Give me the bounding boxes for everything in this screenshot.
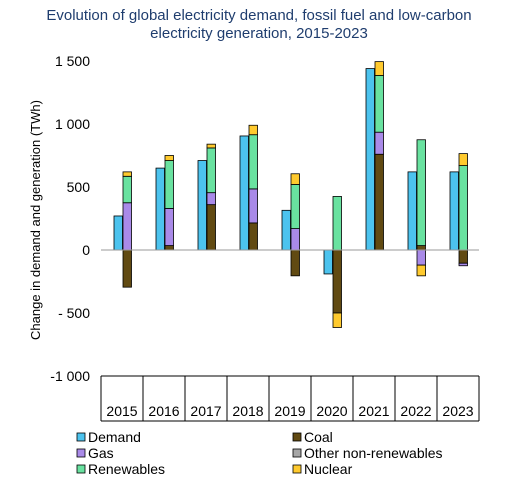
legend-label-renewables: Renewables bbox=[88, 461, 165, 477]
bar-nuclear-2015 bbox=[122, 171, 132, 177]
bar-gas-2022 bbox=[416, 249, 426, 266]
y-tick-label: -1 000 bbox=[50, 368, 90, 384]
bar-nuclear-2018 bbox=[248, 124, 258, 136]
bar-coal-2022 bbox=[416, 245, 426, 251]
legend: Demand Coal Gas Other non-renewables Renewab… bbox=[76, 429, 443, 477]
y-tick-label: 500 bbox=[67, 179, 91, 195]
bar-demand-2018 bbox=[239, 135, 249, 251]
bar-coal-2016 bbox=[164, 245, 174, 251]
year-axis-table: 2015 2016 2017 2018 2019 2020 2021 2022 2023 bbox=[100, 375, 480, 422]
bar-demand-2019 bbox=[281, 209, 291, 251]
x-tick-label-2018: 2018 bbox=[232, 403, 263, 419]
bar-coal-2023 bbox=[458, 249, 468, 264]
bar-nuclear-2023 bbox=[458, 153, 468, 166]
bar-renewables-2016 bbox=[164, 160, 174, 209]
x-tick-label-2020: 2020 bbox=[316, 403, 347, 419]
bar-demand-2023 bbox=[449, 171, 459, 251]
bar-coal-2021 bbox=[374, 153, 384, 251]
bar-coal-2018 bbox=[248, 222, 258, 251]
y-tick-labels: 1 500 1 000 500 0 - 500 -1 000 bbox=[50, 53, 90, 384]
legend-label-other-non-renewables: Other non-renewables bbox=[304, 445, 443, 461]
bar-gas-2021 bbox=[374, 131, 384, 155]
legend-label-demand: Demand bbox=[88, 429, 141, 445]
y-axis-label: Change in demand and generation (TWh) bbox=[28, 100, 43, 340]
y-tick-label: 1 500 bbox=[55, 53, 90, 69]
bar-nuclear-2021 bbox=[374, 61, 384, 76]
bars bbox=[113, 61, 468, 328]
bar-coal-2020 bbox=[332, 249, 342, 314]
bar-renewables-2020 bbox=[332, 196, 342, 251]
bar-renewables-2015 bbox=[122, 175, 132, 204]
bar-gas-2015 bbox=[122, 202, 132, 251]
bar-renewables-2023 bbox=[458, 165, 468, 251]
bar-nuclear-2022 bbox=[416, 264, 426, 277]
bar-renewables-2019 bbox=[290, 184, 300, 229]
bar-demand-2017 bbox=[197, 160, 207, 251]
x-tick-label-2019: 2019 bbox=[274, 403, 305, 419]
legend-swatch-coal bbox=[292, 432, 302, 442]
bar-gas-2023 bbox=[458, 262, 468, 267]
bar-gas-2018 bbox=[248, 188, 258, 224]
y-tick-label: 1 000 bbox=[55, 116, 90, 132]
x-tick-label-2022: 2022 bbox=[400, 403, 431, 419]
bar-gas-2019 bbox=[290, 228, 300, 251]
bar-coal-2015 bbox=[122, 249, 132, 288]
bar-renewables-2022 bbox=[416, 139, 426, 246]
bar-demand-2021 bbox=[365, 68, 375, 251]
x-tick-label-2017: 2017 bbox=[190, 403, 221, 419]
x-tick-label-2015: 2015 bbox=[106, 403, 137, 419]
bar-renewables-2017 bbox=[206, 147, 216, 194]
bar-renewables-2018 bbox=[248, 134, 258, 190]
y-tick-label: 0 bbox=[82, 242, 90, 258]
y-tick-label: - 500 bbox=[58, 305, 90, 321]
x-tick-label-2016: 2016 bbox=[148, 403, 179, 419]
x-tick-label-2021: 2021 bbox=[358, 403, 389, 419]
bar-nuclear-2019 bbox=[290, 173, 300, 185]
bar-coal-2019 bbox=[290, 249, 300, 277]
x-tick-label-2023: 2023 bbox=[442, 403, 473, 419]
bar-nuclear-2017 bbox=[206, 143, 216, 149]
bar-coal-2017 bbox=[206, 204, 216, 251]
bar-demand-2016 bbox=[155, 167, 165, 251]
bar-demand-2020 bbox=[323, 249, 333, 275]
bar-demand-2015 bbox=[113, 215, 123, 251]
chart-title-line-2: electricity generation, 2015-2023 bbox=[150, 25, 368, 42]
bar-nuclear-2016 bbox=[164, 155, 174, 161]
bar-demand-2022 bbox=[407, 171, 417, 251]
legend-swatch-demand bbox=[76, 432, 86, 442]
legend-label-nuclear: Nuclear bbox=[304, 461, 353, 477]
bar-nuclear-2020 bbox=[332, 312, 342, 328]
chart-title-line-1: Evolution of global electricity demand, … bbox=[46, 7, 471, 24]
bar-gas-2017 bbox=[206, 192, 216, 206]
legend-label-coal: Coal bbox=[304, 429, 333, 445]
bar-renewables-2021 bbox=[374, 75, 384, 133]
legend-swatch-renewables bbox=[76, 464, 86, 474]
legend-label-gas: Gas bbox=[88, 445, 114, 461]
legend-swatch-other-non-renewables bbox=[292, 448, 302, 458]
legend-swatch-nuclear bbox=[292, 464, 302, 474]
legend-swatch-gas bbox=[76, 448, 86, 458]
bar-gas-2016 bbox=[164, 208, 174, 246]
